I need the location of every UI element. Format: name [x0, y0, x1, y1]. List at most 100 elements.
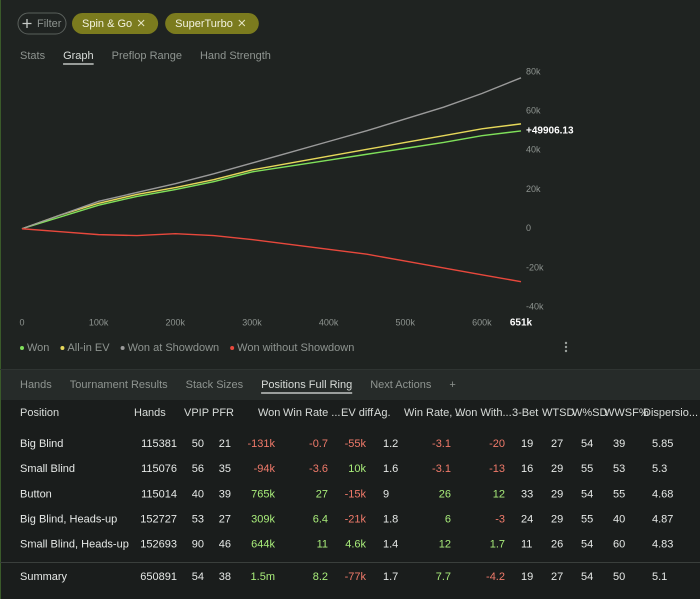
table-cell: -3.1 [432, 463, 451, 475]
table-cell: 54 [581, 438, 593, 450]
column-header[interactable]: W%SD [572, 407, 608, 419]
tab[interactable]: Graph [63, 50, 94, 62]
column-header[interactable]: WWSF% [604, 407, 649, 419]
y-tick-label: 80k [526, 66, 541, 76]
column-header[interactable]: Win Rate, ... [404, 407, 465, 419]
table-cell: 1.4 [383, 539, 398, 551]
legend-dot [230, 346, 235, 350]
table-cell: Button [20, 488, 52, 500]
table-cell: 55 [581, 463, 593, 475]
table-cell: 53 [613, 463, 625, 475]
x-tick-label: 0 [19, 317, 24, 327]
column-header[interactable]: Position [20, 407, 59, 419]
column-header[interactable]: EV diff. [341, 407, 376, 419]
series-line [21, 130, 522, 230]
table-cell: 54 [581, 488, 593, 500]
table-cell: 60 [613, 539, 625, 551]
column-header[interactable]: Won With... [455, 407, 512, 419]
tab[interactable]: Tournament Results [70, 379, 168, 391]
table-cell: 7.7 [436, 571, 451, 583]
legend-item[interactable]: All-in EV [60, 342, 110, 354]
table-cell: Summary [20, 571, 68, 583]
tab[interactable]: Next Actions [370, 379, 432, 391]
table-cell: 19 [521, 438, 533, 450]
column-header[interactable]: Hands [134, 407, 166, 419]
table-cell: Small Blind, Heads-up [20, 539, 129, 551]
tab[interactable]: Hand Strength [200, 50, 271, 62]
tab[interactable]: Positions Full Ring [261, 379, 352, 391]
x-tick-label: 500k [395, 317, 415, 327]
tab[interactable]: Stack Sizes [186, 379, 244, 391]
filter-chip[interactable]: Spin & Go [72, 13, 159, 34]
table-cell: 6 [445, 514, 451, 526]
legend-label: Won at Showdown [128, 342, 220, 354]
chip-bg [165, 13, 259, 34]
filter-button[interactable]: Filter [17, 12, 67, 35]
table-cell: 9 [383, 488, 389, 500]
column-header[interactable]: Ag. [374, 407, 391, 419]
column-header[interactable]: PFR [212, 407, 234, 419]
table-cell: 4.68 [652, 488, 673, 500]
table-cell: 40 [192, 488, 204, 500]
table-cell: 26 [439, 488, 451, 500]
chip-label: Spin & Go [82, 18, 132, 30]
table-cell: 152727 [140, 514, 177, 526]
legend-label: Won [27, 342, 49, 354]
table-cell: 54 [192, 571, 204, 583]
table-cell: 115076 [141, 463, 177, 475]
table-cell: 40 [613, 514, 625, 526]
table-cell: -94k [254, 463, 276, 475]
table-cell: 8.2 [313, 571, 328, 583]
table-cell: -15k [345, 488, 367, 500]
table-cell: Small Blind [20, 463, 75, 475]
legend-item[interactable]: Won at Showdown [120, 342, 220, 354]
table-cell: -21k [345, 514, 367, 526]
table-cell: -3.1 [432, 438, 451, 450]
table-cell: 54 [581, 539, 593, 551]
table-cell: 54 [581, 571, 593, 583]
tab[interactable]: Stats [20, 50, 46, 62]
table-cell: 26 [551, 539, 563, 551]
table-cell: 16 [521, 463, 533, 475]
table-cell: -77k [345, 571, 367, 583]
table-cell: 1.5m [251, 571, 275, 583]
table-cell: -131k [247, 438, 275, 450]
bottom-tab-bar [0, 370, 700, 400]
table-cell: 4.87 [652, 514, 673, 526]
chip-bg [72, 13, 159, 34]
legend-dot [120, 346, 125, 350]
legend-item[interactable]: Won [20, 342, 49, 354]
column-header[interactable]: Dispersio... [643, 407, 698, 419]
chip-close [238, 19, 246, 27]
legend-item[interactable]: Won without Showdown [230, 342, 354, 354]
table-cell: 115014 [141, 488, 177, 500]
table-cell: 53 [192, 514, 204, 526]
filter-chip[interactable]: SuperTurbo [165, 13, 259, 34]
y-tick-label: -40k [526, 302, 544, 312]
column-header[interactable]: WTSD [542, 407, 574, 419]
table-cell: -0.7 [309, 438, 328, 450]
chart-menu[interactable] [564, 341, 568, 353]
table-cell: 56 [192, 463, 204, 475]
tab[interactable]: Hands [20, 379, 52, 391]
column-header[interactable]: Win Rate ... [283, 407, 340, 419]
column-header[interactable]: 3-Bet [512, 407, 538, 419]
table-cell: 55 [613, 488, 625, 500]
table-cell: 39 [219, 488, 231, 500]
y-tick-label: 60k [526, 106, 541, 116]
plus-icon [22, 19, 32, 28]
table-cell: 29 [551, 463, 563, 475]
table-cell: 50 [192, 438, 204, 450]
table-cell: 27 [316, 488, 328, 500]
x-tick-label: 300k [242, 317, 262, 327]
tab[interactable]: + [449, 379, 455, 391]
table-cell: 27 [219, 514, 231, 526]
column-header[interactable]: Won [258, 407, 280, 419]
column-header[interactable]: VPIP [184, 407, 209, 419]
chip-label: SuperTurbo [175, 18, 233, 30]
table-cell: -3 [495, 514, 505, 526]
tab[interactable]: Preflop Range [112, 50, 182, 62]
table-cell: -13 [489, 463, 505, 475]
table-cell: 12 [439, 539, 451, 551]
series-line [21, 123, 522, 230]
